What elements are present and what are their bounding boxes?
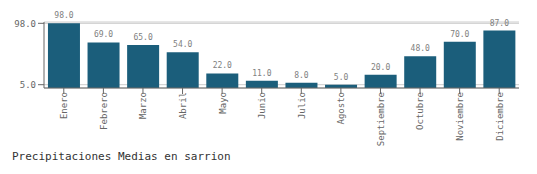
svg-text:Enero: Enero (59, 92, 69, 119)
svg-text:5.0: 5.0 (20, 80, 36, 90)
svg-text:87.0: 87.0 (490, 19, 509, 28)
svg-text:Julio: Julio (297, 92, 307, 119)
svg-text:Abril: Abril (178, 92, 188, 119)
svg-text:20.0: 20.0 (371, 63, 390, 72)
svg-text:69.0: 69.0 (94, 30, 113, 39)
svg-text:Febrero: Febrero (99, 92, 109, 130)
svg-text:Agosto: Agosto (336, 92, 346, 125)
svg-text:Junio: Junio (257, 92, 267, 119)
svg-text:65.0: 65.0 (133, 33, 152, 42)
svg-text:Mayo: Mayo (218, 92, 228, 114)
svg-text:Octubre: Octubre (415, 92, 425, 130)
svg-text:22.0: 22.0 (213, 61, 232, 70)
svg-text:Marzo: Marzo (138, 92, 148, 119)
html-text:Precipitaciones Medias en sarr: Precipitaciones Medias en sarrion (12, 150, 231, 163)
svg-text:98.0: 98.0 (14, 19, 36, 29)
svg-text:Noviembre: Noviembre (455, 92, 465, 141)
svg-text:Diciembre: Diciembre (495, 92, 505, 141)
svg-text:Septiembre: Septiembre (376, 92, 386, 146)
svg-text:48.0: 48.0 (411, 44, 430, 53)
svg-text:70.0: 70.0 (450, 30, 469, 39)
svg-text:98.0: 98.0 (54, 11, 73, 20)
svg-text:5.0: 5.0 (334, 73, 349, 82)
svg-text:54.0: 54.0 (173, 40, 192, 49)
svg-text:8.0: 8.0 (294, 71, 309, 80)
svg-text:11.0: 11.0 (252, 69, 271, 78)
